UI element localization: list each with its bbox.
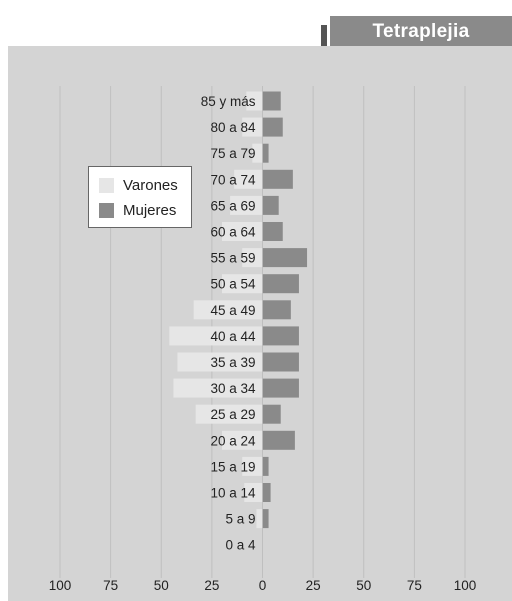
x-tick-label-2: 50 bbox=[154, 578, 169, 593]
bar-mujeres-7 bbox=[262, 274, 299, 294]
bar-mujeres-5 bbox=[262, 222, 283, 241]
category-label-12: 25 a 29 bbox=[210, 407, 255, 422]
bar-mujeres-16 bbox=[262, 509, 269, 529]
bar-mujeres-3 bbox=[262, 169, 293, 189]
bar-mujeres-9 bbox=[262, 326, 299, 346]
bars bbox=[169, 91, 308, 529]
legend-swatch-varones bbox=[99, 177, 114, 193]
bar-mujeres-8 bbox=[262, 300, 291, 320]
x-axis-tick-labels: 100 75 50 25 0 25 50 75 100 bbox=[49, 578, 477, 593]
bar-mujeres-11 bbox=[262, 378, 299, 398]
bar-mujeres-1 bbox=[262, 117, 283, 137]
category-label-4: 65 a 69 bbox=[210, 198, 255, 213]
bar-varones-6 bbox=[242, 248, 263, 268]
category-label-15: 10 a 14 bbox=[210, 486, 256, 501]
bar-mujeres-12 bbox=[262, 404, 281, 424]
category-label-8: 45 a 49 bbox=[210, 303, 255, 318]
bar-varones-11 bbox=[173, 378, 263, 398]
legend-item-varones: Varones bbox=[99, 175, 178, 195]
category-label-1: 80 a 84 bbox=[210, 120, 256, 135]
bar-varones-4 bbox=[230, 195, 263, 215]
bar-varones-1 bbox=[242, 117, 263, 137]
category-label-7: 50 a 54 bbox=[210, 277, 256, 292]
bar-varones-15 bbox=[244, 483, 263, 502]
chart-title: Tetraplejia bbox=[372, 21, 470, 42]
category-label-10: 35 a 39 bbox=[210, 355, 255, 370]
category-label-3: 70 a 74 bbox=[210, 172, 256, 187]
bar-mujeres-0 bbox=[262, 91, 281, 111]
bar-varones-3 bbox=[234, 169, 263, 189]
title-tab-shadow bbox=[321, 25, 327, 46]
category-label-16: 5 a 9 bbox=[225, 512, 255, 527]
legend-label-varones: Varones bbox=[123, 176, 178, 194]
chart-panel: 85 y más 80 a 84 75 a 79 70 a 74 65 a 69 60 a… bbox=[8, 46, 512, 601]
x-tick-label-7: 75 bbox=[407, 578, 422, 593]
x-tick-label-1: 75 bbox=[103, 578, 118, 593]
population-pyramid-chart: 85 y más 80 a 84 75 a 79 70 a 74 65 a 69 60 a… bbox=[49, 86, 477, 593]
bar-mujeres-10 bbox=[262, 352, 299, 372]
legend-item-mujeres: Mujeres bbox=[99, 200, 176, 220]
x-tick-label-4: 0 bbox=[259, 578, 267, 593]
x-tick-label-5: 25 bbox=[306, 578, 321, 593]
bar-varones-0 bbox=[246, 91, 263, 111]
x-tick-label-0: 100 bbox=[49, 578, 72, 593]
title-tab-shape bbox=[321, 16, 512, 46]
category-label-17: 0 a 4 bbox=[225, 538, 256, 553]
bar-varones-14 bbox=[242, 456, 263, 476]
x-tick-label-6: 50 bbox=[356, 578, 371, 593]
bar-varones-10 bbox=[177, 352, 263, 372]
category-label-0: 85 y más bbox=[201, 94, 256, 109]
bar-mujeres-6 bbox=[262, 248, 308, 268]
bar-varones-2 bbox=[252, 143, 263, 163]
bar-varones-8 bbox=[193, 300, 263, 320]
category-label-13: 20 a 24 bbox=[210, 433, 256, 448]
bar-mujeres-2 bbox=[262, 143, 269, 163]
bar-varones-13 bbox=[222, 430, 263, 450]
bar-mujeres-4 bbox=[262, 195, 279, 215]
category-label-14: 15 a 19 bbox=[210, 459, 255, 474]
bar-mujeres-14 bbox=[262, 456, 269, 476]
chart-legend: Varones Mujeres bbox=[88, 166, 192, 228]
x-tick-label-3: 25 bbox=[204, 578, 219, 593]
category-label-5: 60 a 64 bbox=[210, 225, 256, 240]
category-label-9: 40 a 44 bbox=[210, 329, 256, 344]
legend-label-mujeres: Mujeres bbox=[123, 201, 177, 219]
x-tick-label-8: 100 bbox=[454, 578, 477, 593]
legend-swatch-mujeres bbox=[99, 202, 114, 218]
bar-varones-12 bbox=[195, 404, 263, 424]
bar-varones-5 bbox=[222, 222, 263, 241]
category-labels: 85 y más 80 a 84 75 a 79 70 a 74 65 a 69 60 a… bbox=[201, 94, 256, 553]
bar-mujeres-15 bbox=[262, 483, 271, 502]
bar-varones-9 bbox=[169, 326, 263, 346]
category-label-2: 75 a 79 bbox=[210, 146, 255, 161]
category-label-11: 30 a 34 bbox=[210, 381, 256, 396]
bar-varones-7 bbox=[222, 274, 263, 294]
bar-mujeres-13 bbox=[262, 430, 295, 450]
category-label-6: 55 a 59 bbox=[210, 251, 255, 266]
title-tab-background bbox=[330, 16, 512, 46]
bar-varones-16 bbox=[256, 509, 263, 529]
